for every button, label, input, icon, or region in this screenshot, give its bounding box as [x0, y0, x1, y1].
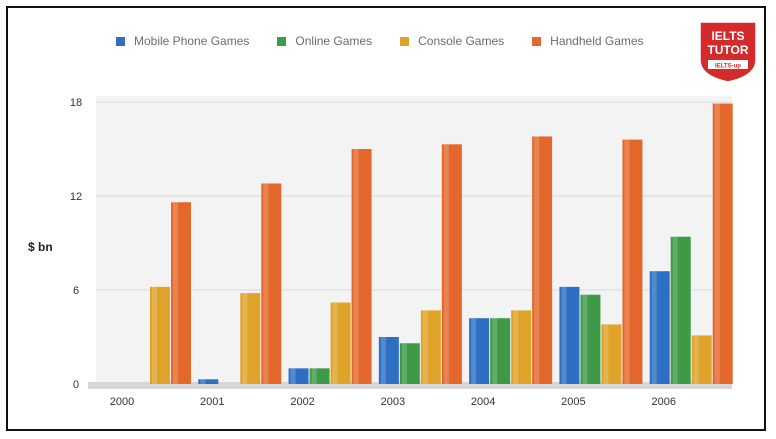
bar-highlight — [471, 318, 477, 384]
bar-online-games-2004 — [490, 318, 511, 384]
bar-console-games-2001 — [240, 293, 261, 384]
bar-highlight — [380, 337, 386, 384]
legend-item-handheld-games: Handheld Games — [532, 34, 644, 48]
bar-console-games-2004 — [511, 310, 532, 384]
legend-label-online: Online Games — [295, 34, 373, 48]
bar-console-games-2005 — [601, 324, 622, 384]
bar-highlight — [311, 368, 317, 384]
bar-highlight — [693, 335, 699, 384]
bar-mobile-phone-games-2004 — [469, 318, 490, 384]
legend-label-handheld: Handheld Games — [550, 34, 644, 48]
legend-swatch-online — [277, 36, 287, 46]
bar-highlight — [443, 144, 449, 384]
bar-mobile-phone-games-2005 — [559, 286, 580, 384]
legend-swatch-mobile — [116, 36, 125, 46]
x-tick-label: 2004 — [471, 396, 495, 408]
legend-label-mobile: Mobile Phone Games — [134, 34, 250, 48]
labels-layer: 0 6 12 18 2000 2001 2002 2003 2004 2005 2006 — [70, 97, 676, 408]
x-tick-label: 2002 — [290, 396, 314, 408]
bar-highlight — [603, 324, 609, 384]
bar-chart: 0 6 12 18 2000 2001 2002 2003 2004 2005 2006 — [70, 96, 733, 408]
bar-handheld-games-2005 — [622, 139, 643, 384]
bar-highlight — [492, 318, 498, 384]
y-tick-label: 12 — [70, 191, 82, 203]
bar-highlight — [200, 379, 206, 384]
legend-item-online-games: Online Games — [277, 34, 372, 48]
bar-highlight — [534, 136, 540, 384]
bar-online-games-2006 — [670, 236, 691, 384]
bars-layer — [150, 103, 733, 385]
y-tick-label: 18 — [70, 97, 82, 109]
bar-highlight — [401, 343, 407, 384]
bar-console-games-2003 — [420, 310, 441, 384]
x-tick-label: 2001 — [200, 396, 224, 408]
bar-highlight — [561, 286, 567, 384]
y-tick-label: 0 — [73, 379, 79, 391]
x-tick-label: 2006 — [651, 396, 675, 408]
bar-console-games-2006 — [691, 335, 712, 384]
bar-highlight — [513, 310, 519, 384]
bar-mobile-phone-games-2006 — [649, 271, 670, 384]
bar-highlight — [422, 310, 428, 384]
bar-highlight — [624, 139, 630, 384]
bar-handheld-games-2006 — [712, 103, 733, 385]
y-axis-label: $ bn — [28, 240, 53, 254]
legend-item-mobile-phone-games: Mobile Phone Games — [116, 34, 249, 48]
bar-handheld-games-2001 — [261, 183, 282, 384]
legend-label-console: Console Games — [418, 34, 505, 48]
y-tick-label: 6 — [73, 285, 79, 297]
bar-highlight — [651, 271, 657, 384]
bar-highlight — [332, 302, 338, 384]
svg-text:TUTOR: TUTOR — [707, 43, 748, 57]
bar-highlight — [290, 368, 296, 384]
x-tick-label: 2005 — [561, 396, 585, 408]
bar-mobile-phone-games-2003 — [378, 337, 399, 384]
svg-text:IELTS-up: IELTS-up — [715, 64, 741, 70]
legend-swatch-console — [400, 36, 410, 46]
bar-online-games-2002 — [309, 368, 330, 384]
bar-online-games-2003 — [399, 343, 420, 384]
bar-console-games-2000 — [150, 286, 170, 384]
axis-floor — [88, 382, 732, 389]
bar-highlight — [714, 103, 720, 385]
bar-console-games-2002 — [330, 302, 351, 384]
bar-highlight — [173, 202, 178, 384]
bar-handheld-games-2000 — [171, 202, 191, 384]
legend: Mobile Phone Games Online Games Console … — [116, 32, 644, 50]
bar-handheld-games-2003 — [441, 144, 462, 384]
bar-handheld-games-2004 — [532, 136, 553, 384]
bar-highlight — [263, 183, 269, 384]
legend-item-console-games: Console Games — [400, 34, 504, 48]
x-tick-label: 2000 — [110, 396, 134, 408]
bar-highlight — [672, 236, 678, 384]
bar-highlight — [353, 149, 359, 384]
legend-swatch-handheld — [532, 36, 542, 46]
bar-online-games-2005 — [580, 294, 601, 384]
bar-mobile-phone-games-2001 — [198, 379, 219, 384]
bar-highlight — [152, 286, 157, 384]
bar-highlight — [242, 293, 248, 384]
chart-frame: Mobile Phone Games Online Games Console … — [6, 6, 766, 431]
ielts-tutor-logo: IELTS TUTOR IELTS-up — [699, 21, 757, 83]
svg-text:IELTS: IELTS — [711, 29, 744, 43]
x-tick-label: 2003 — [381, 396, 405, 408]
bar-mobile-phone-games-2002 — [288, 368, 309, 384]
bar-handheld-games-2002 — [351, 149, 372, 384]
bar-highlight — [582, 294, 588, 384]
